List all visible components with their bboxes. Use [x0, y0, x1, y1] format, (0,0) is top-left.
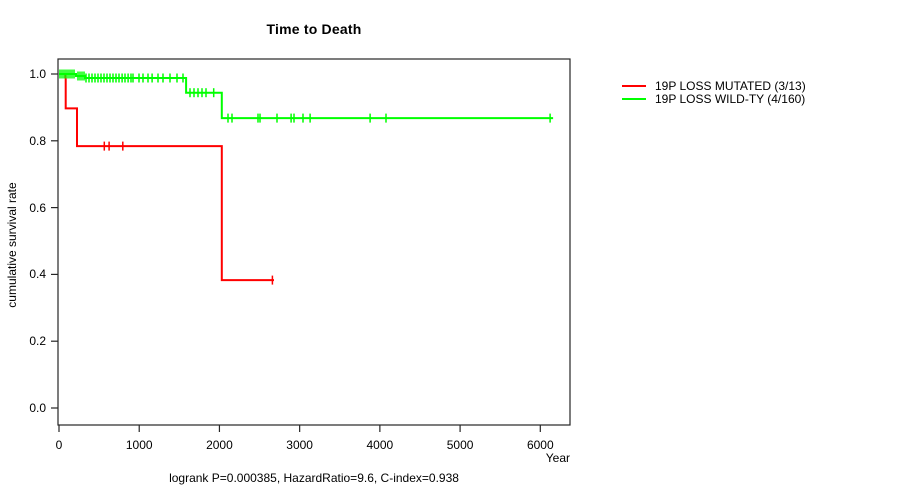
y-tick-label: 0.8 — [29, 133, 46, 148]
y-tick-label: 1.0 — [29, 67, 46, 81]
y-tick-label: 0.2 — [29, 334, 46, 349]
plot-border — [57, 58, 571, 426]
chart-title: Time to Death — [266, 21, 362, 37]
x-tick-label: 1000 — [125, 438, 153, 452]
y-tick-label: 0.0 — [29, 401, 46, 415]
legend-item-wildtype: 19P LOSS WILD-TY (4/160) — [622, 92, 806, 106]
x-tick-label: 6000 — [526, 438, 554, 452]
x-tick-label: 0 — [55, 438, 63, 452]
y-tick-label: 0.4 — [29, 267, 46, 282]
x-tick-label: 3000 — [286, 438, 313, 452]
legend: 19P LOSS MUTATED (3/13) 19P LOSS WILD-TY… — [622, 79, 806, 106]
x-tick-label: 5000 — [446, 438, 474, 452]
legend-item-mutated: 19P LOSS MUTATED (3/13) — [622, 79, 806, 93]
legend-line-red-icon — [622, 85, 646, 87]
stats-caption: logrank P=0.000385, HazardRatio=9.6, C-i… — [169, 471, 459, 485]
legend-label-wildtype: 19P LOSS WILD-TY (4/160) — [655, 92, 806, 106]
x-tick-label: 4000 — [366, 438, 394, 452]
x-tick-label: 2000 — [206, 438, 233, 452]
legend-line-green-icon — [622, 98, 646, 100]
y-tick-label: 0.6 — [29, 200, 46, 215]
legend-label-mutated: 19P LOSS MUTATED (3/13) — [655, 79, 806, 93]
survival-curve-wildtype — [59, 73, 554, 120]
x-axis-title: Year — [545, 451, 570, 465]
survival-curve-mutated — [59, 73, 274, 282]
